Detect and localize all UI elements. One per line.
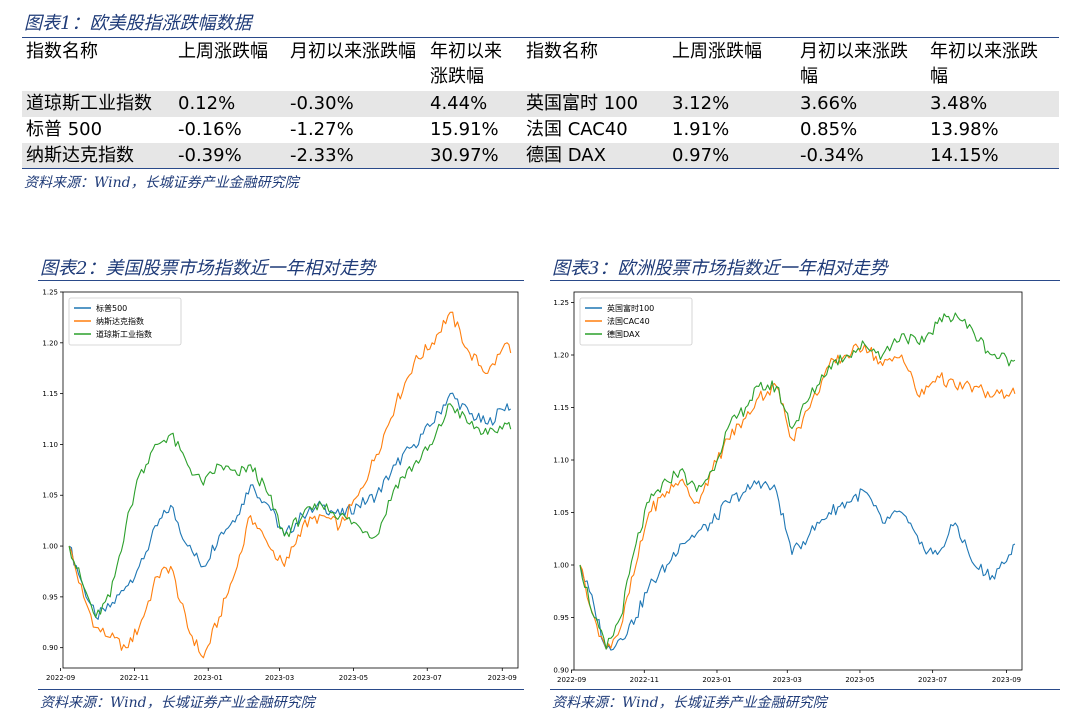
chart-eu-top-rule <box>550 280 1060 281</box>
y-tick-label: 1.10 <box>42 441 58 449</box>
y-tick-label: 0.95 <box>553 614 569 622</box>
table-cell: 0.97% <box>668 143 796 169</box>
chart-us-bottom-rule <box>38 689 524 690</box>
table-cell: 0.85% <box>800 119 858 140</box>
x-tick-label: 2023-05 <box>845 676 874 684</box>
chart-us-top-rule <box>38 280 524 281</box>
us-index-chart: 0.90 0.95 1.00 1.05 1.10 1.15 1.20 1.25 2022-09 2… <box>42 289 519 682</box>
table-cell: 13.98% <box>930 119 999 140</box>
plot-frame <box>62 291 519 669</box>
y-tick-label: 1.10 <box>553 457 569 465</box>
table-cell: 标普 500 <box>26 119 103 140</box>
x-tick-label: 2023-01 <box>194 674 223 682</box>
eu-index-chart: 0.90 0.95 1.00 1.05 1.10 1.15 1.20 1.25 2022-09 2… <box>553 291 1023 684</box>
y-tick-label: 1.15 <box>553 404 569 412</box>
table-cell: 道琼斯工业指数 <box>22 91 174 117</box>
table-cell: -2.33% <box>286 143 426 169</box>
table-cell: 15.91% <box>430 119 499 140</box>
chart-eu-bottom-rule <box>550 689 1060 690</box>
series-line-2 <box>579 312 1016 650</box>
table-cell: 1.91% <box>672 119 730 140</box>
table-cell: -0.39% <box>174 143 286 169</box>
table-cell: 德国 DAX <box>522 143 668 169</box>
table-cell: 14.15% <box>926 143 1059 169</box>
table-bottom-rule <box>22 168 1059 169</box>
y-tick-label: 1.05 <box>42 492 58 500</box>
x-tick-label: 2023-07 <box>918 676 947 684</box>
header-index-name-2: 指数名称 <box>526 41 598 62</box>
x-tick-label: 2023-03 <box>773 676 802 684</box>
header-mtd-1: 月初以来涨跌幅 <box>290 41 416 62</box>
table-cell: -0.30% <box>286 91 426 117</box>
chart-us-source: 资料来源：Wind，长城证券产业金融研究院 <box>40 695 315 711</box>
table-cell: 英国富时 100 <box>522 91 668 117</box>
legend-label: 标普500 <box>96 303 127 313</box>
series-line-0 <box>579 480 1016 651</box>
legend-box <box>68 297 182 346</box>
header-last-week-2: 上周涨跌幅 <box>672 41 762 62</box>
table-row: 纳斯达克指数 -0.39% -2.33% 30.97% 德国 DAX 0.97%… <box>22 143 1059 169</box>
table-top-rule <box>22 37 1059 38</box>
x-tick-label: 2023-09 <box>488 674 517 682</box>
table-cell: 3.48% <box>926 91 1059 117</box>
table-cell: 3.12% <box>668 91 796 117</box>
header-ytd-2: 年初以来涨跌幅 <box>930 41 1038 87</box>
x-tick-label: 2022-09 <box>46 674 75 682</box>
header-index-name-1: 指数名称 <box>26 41 98 62</box>
legend-label: 纳斯达克指数 <box>96 316 144 326</box>
table-cell: 纳斯达克指数 <box>22 143 174 169</box>
y-tick-label: 1.00 <box>42 543 58 551</box>
plot-frame <box>573 291 1023 671</box>
y-tick-label: 1.00 <box>553 562 569 570</box>
table-row: 道琼斯工业指数 0.12% -0.30% 4.44% 英国富时 100 3.12… <box>22 91 1059 117</box>
legend-label: 道琼斯工业指数 <box>96 329 152 339</box>
series-line-0 <box>68 392 512 620</box>
y-tick-label: 1.15 <box>42 390 58 398</box>
table-cell: 0.12% <box>174 91 286 117</box>
table-row: 标普 500 -0.16% -1.27% 15.91% 法国 CAC40 1.9… <box>22 117 1059 143</box>
table-source: 资料来源：Wind，长城证券产业金融研究院 <box>24 175 299 191</box>
series-line-2 <box>68 403 512 618</box>
y-tick-label: 0.95 <box>42 593 58 601</box>
y-tick-label: 0.90 <box>42 644 58 652</box>
table-cell: 3.66% <box>796 91 926 117</box>
x-tick-label: 2022-11 <box>120 674 149 682</box>
table-cell: -0.34% <box>796 143 926 169</box>
legend-label: 英国富时100 <box>607 303 654 313</box>
header-mtd-2: 月初以来涨跌幅 <box>800 41 908 87</box>
x-tick-label: 2023-01 <box>702 676 731 684</box>
chart-eu-title: 图表3：欧洲股票市场指数近一年相对走势 <box>552 258 888 279</box>
x-tick-label: 2023-03 <box>265 674 294 682</box>
chart-eu-source: 资料来源：Wind，长城证券产业金融研究院 <box>552 695 827 711</box>
table-cell: -0.16% <box>178 119 242 140</box>
y-tick-label: 1.25 <box>42 289 58 297</box>
legend-label: 法国CAC40 <box>607 316 650 326</box>
x-tick-label: 2022-09 <box>557 676 586 684</box>
x-tick-label: 2023-05 <box>339 674 368 682</box>
header-last-week-1: 上周涨跌幅 <box>178 41 268 62</box>
y-tick-label: 1.20 <box>553 352 569 360</box>
y-tick-label: 1.05 <box>553 509 569 517</box>
legend-label: 德国DAX <box>607 329 640 339</box>
series-line-1 <box>579 343 1016 650</box>
table-cell: 30.97% <box>426 143 522 169</box>
y-tick-label: 1.20 <box>42 339 58 347</box>
table-cell: 4.44% <box>426 91 522 117</box>
table-title: 图表1：欧美股指涨跌幅数据 <box>24 13 252 34</box>
header-ytd-1: 年初以来涨跌幅 <box>430 41 502 87</box>
y-tick-label: 1.25 <box>553 299 569 307</box>
series-line-1 <box>68 311 512 659</box>
legend-box <box>579 297 693 346</box>
table-cell: 法国 CAC40 <box>526 119 628 140</box>
table-header-row: 指数名称 上周涨跌幅 月初以来涨跌幅 年初以来涨跌幅 指数名称 上周涨跌幅 月初… <box>22 39 1059 91</box>
y-tick-label: 0.90 <box>553 667 569 675</box>
x-tick-label: 2023-07 <box>413 674 442 682</box>
index-performance-table: 指数名称 上周涨跌幅 月初以来涨跌幅 年初以来涨跌幅 指数名称 上周涨跌幅 月初… <box>22 39 1059 169</box>
x-tick-label: 2022-11 <box>630 676 659 684</box>
x-tick-label: 2023-09 <box>992 676 1021 684</box>
table-cell: -1.27% <box>290 119 354 140</box>
chart-us-title: 图表2：美国股票市场指数近一年相对走势 <box>40 258 376 279</box>
